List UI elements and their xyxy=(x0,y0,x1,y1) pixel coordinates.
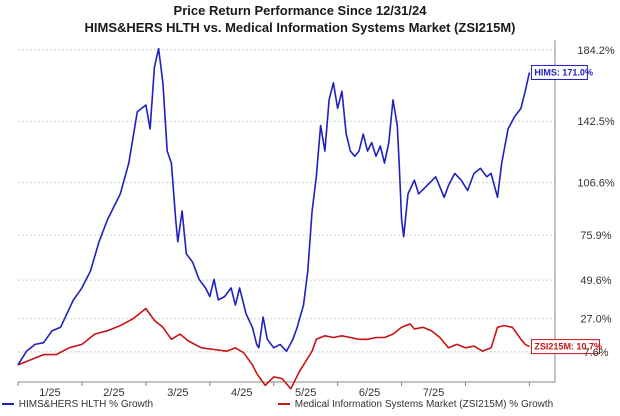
y-axis-ticks: 184.2% 142.5% 106.6% 75.9% 49.6% 27.0% 7.6% xyxy=(577,45,615,359)
x-tick-label: 3/25 xyxy=(167,387,188,399)
y-tick-label: 75.9% xyxy=(580,230,611,242)
x-tick-label: 6/25 xyxy=(359,387,380,399)
y-tick-label: 142.5% xyxy=(577,116,615,128)
hims-callout-label: HIMS: 171.0% xyxy=(534,67,593,77)
legend-label-zsi: Medical Information Systems Market (ZSI2… xyxy=(294,399,554,410)
axes xyxy=(17,40,556,386)
end-callouts: HIMS: 171.0% ZSI215M: 10.7% xyxy=(530,64,602,355)
x-tick-label: 2/25 xyxy=(103,387,124,399)
legend-label-hims: HIMS&HERS HLTH % Growth xyxy=(18,399,154,410)
legend-swatch-hims xyxy=(2,403,14,406)
x-tick-label: 5/25 xyxy=(295,387,316,399)
zsi-callout-box xyxy=(530,339,600,355)
chart-subtitle: HIMS&HERS HLTH vs. Medical Information S… xyxy=(84,20,516,35)
y-tick-label: 7.6% xyxy=(583,347,608,359)
y-tick-label: 27.0% xyxy=(580,314,611,326)
series-lines xyxy=(17,47,531,390)
y-tick-label: 184.2% xyxy=(577,45,615,57)
legend-swatch-zsi xyxy=(278,403,290,406)
x-axis-ticks: 1/25 2/25 3/25 4/25 5/25 6/25 7/25 xyxy=(39,387,444,399)
x-tick-label: 4/25 xyxy=(231,387,252,399)
grid xyxy=(18,49,555,353)
hims-callout-box xyxy=(530,64,588,80)
zsi-callout-label: ZSI215M: 10.7% xyxy=(534,342,602,352)
y-tick-label: 49.6% xyxy=(580,275,611,287)
y-tick-label: 106.6% xyxy=(577,178,615,190)
x-tick-label: 7/25 xyxy=(423,387,444,399)
legend-item-zsi: Medical Information Systems Market (ZSI2… xyxy=(278,399,553,410)
chart-title: Price Return Performance Since 12/31/24 xyxy=(173,3,427,18)
zsi-line xyxy=(17,307,530,390)
hims-line xyxy=(17,47,531,366)
x-tick-label: 1/25 xyxy=(39,387,60,399)
legend-item-hims: HIMS&HERS HLTH % Growth xyxy=(2,399,153,410)
